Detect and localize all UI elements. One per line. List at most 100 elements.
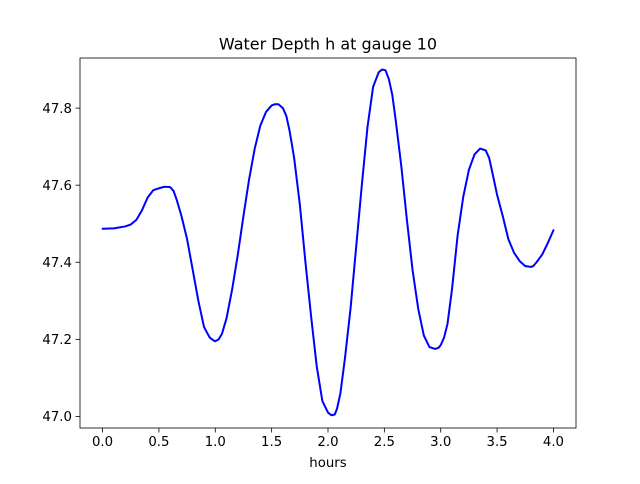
data-point <box>355 246 357 248</box>
data-point <box>423 335 425 337</box>
data-point <box>321 400 323 402</box>
data-point <box>221 333 223 335</box>
chart-title: Water Depth h at gauge 10 <box>219 35 437 54</box>
data-point <box>384 69 386 71</box>
data-point <box>443 336 445 338</box>
data-point <box>468 169 470 171</box>
data-point <box>541 254 543 256</box>
data-point <box>158 187 160 189</box>
data-point <box>147 197 149 199</box>
y-tick-label: 47.4 <box>42 256 72 271</box>
x-tick-label: 4.0 <box>543 435 564 450</box>
data-point <box>479 148 481 150</box>
data-point <box>274 103 276 105</box>
data-point <box>124 225 126 227</box>
data-point <box>552 229 554 231</box>
data-point <box>135 219 137 221</box>
data-point <box>437 347 439 349</box>
y-axis-ticks: 47.0 47.2 47.4 47.6 47.8 <box>42 102 80 425</box>
data-point <box>400 165 402 167</box>
data-point <box>197 300 199 302</box>
data-point <box>102 228 104 230</box>
data-point <box>285 115 287 117</box>
data-point <box>406 219 408 221</box>
data-point <box>176 200 178 202</box>
data-point <box>336 408 338 410</box>
data-point <box>218 338 220 340</box>
data-point <box>293 157 295 159</box>
data-point <box>173 190 175 192</box>
data-point <box>388 78 390 80</box>
data-point <box>164 186 166 188</box>
x-tick-label: 0.0 <box>92 435 113 450</box>
x-tick-label: 1.5 <box>261 435 282 450</box>
data-point <box>299 203 301 205</box>
x-tick-label: 1.0 <box>205 435 226 450</box>
data-point <box>502 215 504 217</box>
data-point <box>212 339 214 341</box>
x-tick-label: 3.0 <box>430 435 451 450</box>
data-point <box>334 414 336 416</box>
data-point <box>237 254 239 256</box>
data-point <box>282 107 284 109</box>
x-tick-label: 0.5 <box>148 435 169 450</box>
data-point <box>186 238 188 240</box>
x-tick-label: 2.0 <box>317 435 338 450</box>
data-point <box>327 412 329 414</box>
data-point <box>265 111 267 113</box>
data-point <box>330 414 332 416</box>
data-point <box>457 234 459 236</box>
data-point <box>254 148 256 150</box>
data-point <box>372 86 374 88</box>
data-point <box>417 308 419 310</box>
data-point <box>485 150 487 152</box>
data-point <box>381 69 383 71</box>
data-point <box>141 209 143 211</box>
data-point <box>310 315 312 317</box>
data-point <box>519 260 521 262</box>
data-point <box>524 265 526 267</box>
data-point <box>434 348 436 350</box>
y-tick-label: 47.8 <box>42 102 72 117</box>
data-point <box>259 124 261 126</box>
data-point <box>169 186 171 188</box>
data-point <box>339 392 341 394</box>
data-point <box>248 178 250 180</box>
data-point <box>242 215 244 217</box>
y-tick-label: 47.2 <box>42 333 72 348</box>
x-axis-ticks: 0.0 0.5 1.0 1.5 2.0 2.5 3.0 3.5 4.0 <box>92 428 564 450</box>
data-point <box>271 104 273 106</box>
x-tick-label: 2.5 <box>374 435 395 450</box>
data-point <box>192 269 194 271</box>
data-point <box>412 269 414 271</box>
data-point <box>361 184 363 186</box>
data-point <box>428 346 430 348</box>
y-tick-label: 47.6 <box>42 179 72 194</box>
data-point <box>113 227 115 229</box>
data-point <box>513 252 515 254</box>
data-point <box>532 265 534 267</box>
data-point <box>440 344 442 346</box>
series-line-0 <box>101 68 555 417</box>
data-point <box>451 288 453 290</box>
data-point <box>474 153 476 155</box>
data-point <box>289 130 291 132</box>
data-point <box>203 326 205 328</box>
data-point <box>130 224 132 226</box>
data-point <box>304 261 306 263</box>
x-axis-label: hours <box>309 456 346 471</box>
data-point <box>446 323 448 325</box>
x-tick-label: 3.5 <box>487 435 508 450</box>
data-point <box>536 261 538 263</box>
data-point <box>231 288 233 290</box>
data-point <box>180 215 182 217</box>
data-point <box>214 340 216 342</box>
data-point <box>462 196 464 198</box>
data-point <box>496 194 498 196</box>
data-point <box>391 94 393 96</box>
data-point <box>344 358 346 360</box>
data-point <box>395 119 397 121</box>
